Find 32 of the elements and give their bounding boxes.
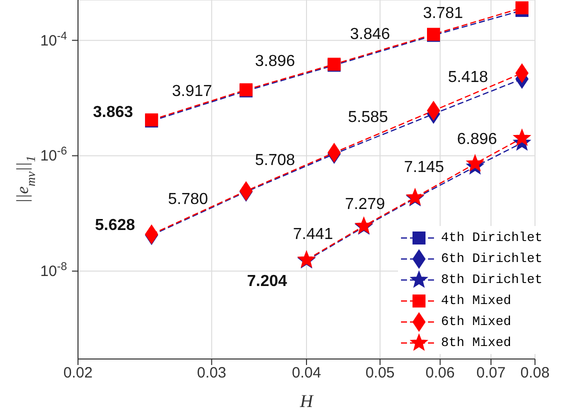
x-tick-label: 0.02 (63, 364, 93, 382)
annotation: 5.585 (348, 109, 388, 127)
legend-label: 4th Mixed (441, 293, 512, 308)
legend-label: 4th Dirichlet (441, 230, 542, 245)
legend-label: 8th Dirichlet (441, 272, 542, 287)
x-tick-label: 0.05 (365, 364, 395, 382)
y-tick-label: 10$^{-8}$ (40, 261, 67, 280)
y-tick-label: 10$^{-6}$ (40, 146, 67, 165)
annotation: 7.204 (246, 273, 288, 291)
legend-label: 8th Mixed (441, 335, 512, 350)
annotation: 3.917 (172, 83, 212, 101)
annotation: 7.279 (344, 196, 386, 214)
legend-label: 6th Mixed (441, 314, 512, 329)
x-tick-label: 0.07 (476, 364, 506, 382)
x-tick-label: 0.06 (426, 364, 455, 382)
annotation: 5.418 (448, 69, 488, 87)
x-tick-label: 0.08 (520, 364, 550, 382)
annotation: 6.896 (456, 131, 498, 149)
annotation: 7.145 (404, 159, 444, 177)
annotation: 3.863 (92, 104, 134, 122)
annotation: 3.896 (254, 53, 296, 71)
x-tick-label: 0.03 (197, 364, 226, 382)
annotation: 5.780 (168, 191, 208, 209)
annotation: 3.846 (350, 26, 390, 44)
annotation: 7.441 (292, 226, 334, 244)
legend-label: 6th Dirichlet (441, 251, 542, 266)
x-axis-title: H (299, 391, 314, 411)
annotation: 5.628 (94, 217, 136, 235)
y-tick-label: 10$^{-4}$ (40, 30, 67, 50)
annotation: 5.708 (254, 152, 296, 170)
annotation: 3.781 (422, 5, 464, 23)
x-tick-label: 0.04 (292, 364, 322, 382)
